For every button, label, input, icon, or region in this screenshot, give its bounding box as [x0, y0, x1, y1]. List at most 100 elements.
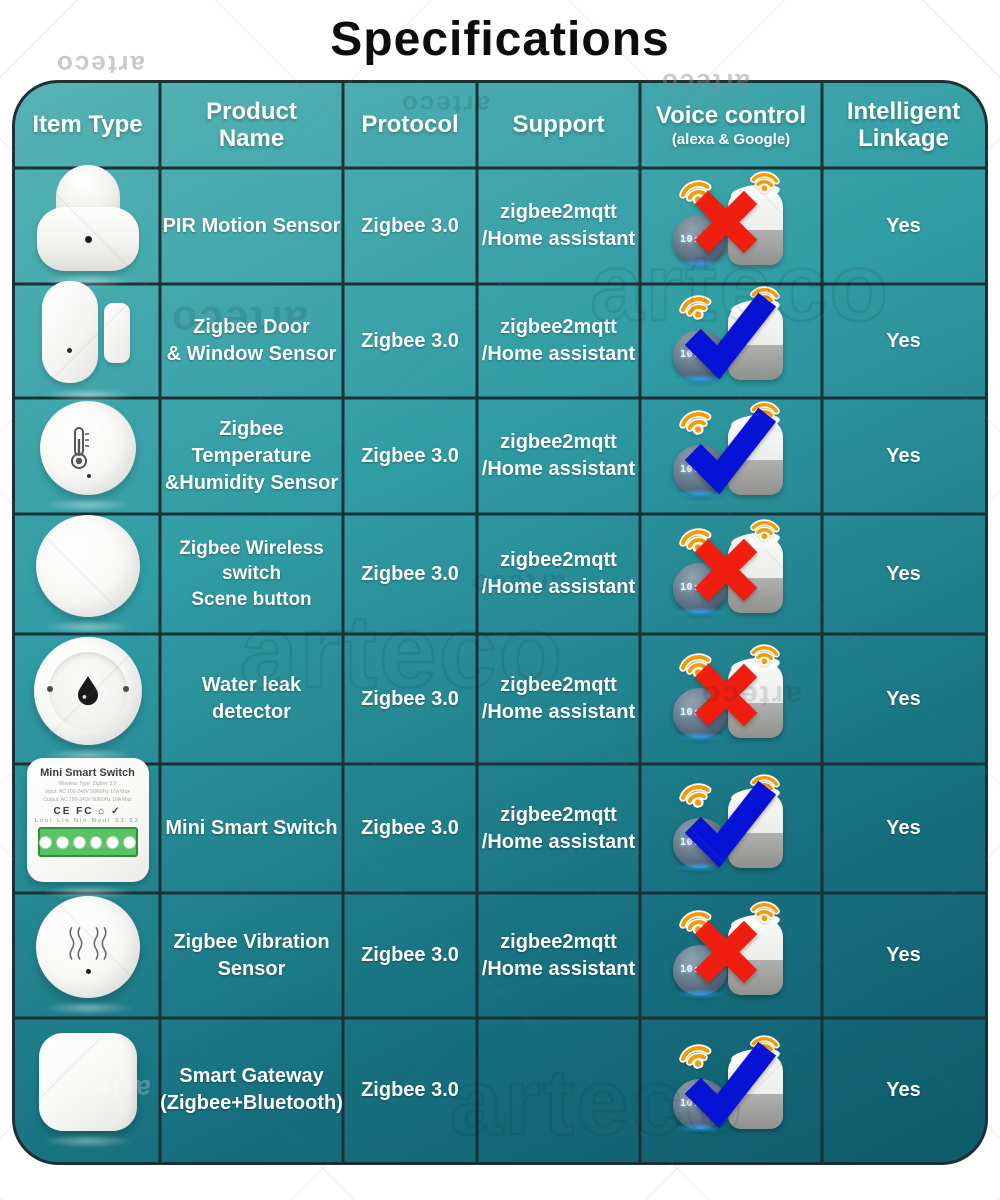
- product-name-line2: Scene button: [191, 588, 312, 610]
- support-line2: /Home assistant: [481, 228, 636, 250]
- water-drop-icon: [76, 675, 100, 706]
- vibration-waves-icon: [59, 922, 117, 972]
- voice-assistants-image: 10:35: [671, 409, 791, 503]
- support-line1: zigbee2mqtt: [500, 674, 617, 696]
- wireless-switch-image: [35, 514, 140, 634]
- protocol-value: Zigbee 3.0: [361, 329, 459, 352]
- column-header-product-name: Product Name: [206, 97, 297, 152]
- support-line1: zigbee2mqtt: [500, 803, 617, 826]
- protocol-value: Zigbee 3.0: [361, 1078, 459, 1101]
- cross-icon: [685, 181, 767, 263]
- voice-assistants-image: 10:35: [671, 179, 791, 273]
- temperature-humidity-sensor-image: [39, 400, 136, 512]
- product-name: Zigbee Vibration Sensor: [173, 929, 329, 983]
- support-line1: zigbee2mqtt: [500, 316, 617, 338]
- support-line2: /Home assistant: [481, 701, 636, 723]
- probe-dot: [46, 686, 53, 693]
- voice-assistants-image: 10:35: [671, 909, 791, 1003]
- support-line2: /Home assistant: [481, 957, 636, 980]
- linkage-value: Yes: [886, 687, 921, 710]
- mini-switch-spec-line: Wireless Type: Zigbee 3.0: [58, 781, 117, 787]
- voice-assistants-image: 10:35: [671, 527, 791, 621]
- pir-body: [36, 206, 139, 271]
- linkage-value: Yes: [886, 214, 921, 237]
- column-header-item-type: Item Type: [32, 111, 143, 139]
- voice-assistants-image: 10:35: [671, 782, 791, 876]
- linkage-value: Yes: [886, 817, 921, 839]
- check-icon: [681, 397, 779, 495]
- reflection: [41, 1001, 134, 1015]
- product-name-line2: & Window Sensor: [166, 343, 337, 365]
- column-header-voice-control-sub: (alexa & Google): [671, 130, 791, 148]
- cross-icon: [685, 654, 767, 736]
- protocol-value: Zigbee 3.0: [361, 817, 459, 839]
- support-value: zigbee2mqtt/Home assistant: [482, 199, 635, 253]
- leak-detector-center: [48, 651, 127, 730]
- sensor-puck: [39, 400, 136, 495]
- switch-button: [35, 514, 140, 617]
- support-line1: zigbee2mqtt: [500, 201, 617, 223]
- reflection: [41, 1133, 134, 1148]
- product-name: Zigbee Door & Window Sensor: [167, 314, 337, 368]
- product-name-line1: Mini Smart Switch: [165, 817, 338, 839]
- linkage-value: Yes: [886, 562, 921, 585]
- vibration-sensor-image: [35, 896, 140, 1015]
- cross-icon: [685, 911, 767, 993]
- linkage-value: Yes: [886, 329, 921, 352]
- support-value: zigbee2mqtt/Home assistant: [482, 429, 635, 483]
- column-header-voice-control: Voice control: [655, 101, 807, 129]
- protocol-value: Zigbee 3.0: [361, 687, 459, 710]
- support-value: zigbee2mqtt/Home assistant: [482, 314, 635, 368]
- mini-smart-switch-image: Mini Smart Switch Wireless Type: Zigbee …: [26, 758, 149, 899]
- product-name-line1: Zigbee Wireless switch: [179, 537, 324, 585]
- linkage-value: Yes: [886, 1078, 921, 1101]
- product-name-line1: Smart Gateway: [179, 1065, 324, 1087]
- reflection: [41, 497, 134, 512]
- product-name-line2: &Humidity Sensor: [164, 471, 339, 494]
- protocol-value: Zigbee 3.0: [361, 214, 459, 237]
- support-line1: zigbee2mqtt: [500, 549, 617, 571]
- door-window-sensor-image: [41, 280, 134, 402]
- mini-switch-cert-marks: CE FC ⌂ ✓: [53, 806, 122, 817]
- reflection: [41, 619, 134, 634]
- thermometer-icon: [64, 425, 94, 471]
- product-name: Smart Gateway (Zigbee+Bluetooth): [160, 1063, 343, 1117]
- specifications-table: Item Type Product Name Protocol Support …: [12, 80, 988, 1165]
- product-name-line2: Sensor: [217, 957, 286, 980]
- mini-switch-body: Mini Smart Switch Wireless Type: Zigbee …: [26, 758, 149, 882]
- protocol-value: Zigbee 3.0: [361, 944, 459, 966]
- product-name-line1: Water leak detector: [201, 674, 302, 723]
- product-name-line1: Zigbee Door: [193, 316, 310, 338]
- support-line1: zigbee2mqtt: [500, 930, 617, 953]
- door-sensor-main: [41, 280, 98, 383]
- support-value: zigbee2mqtt/Home assistant: [482, 802, 635, 856]
- cross-icon: [685, 529, 767, 611]
- support-line2: /Home assistant: [481, 576, 636, 598]
- mini-switch-terminal-labels: Lout Lin Nin Nout S1 S2: [34, 818, 140, 824]
- column-header-protocol: Protocol: [361, 111, 459, 139]
- support-value: zigbee2mqtt/Home assistant: [482, 929, 635, 983]
- check-icon: [681, 282, 779, 380]
- door-sensor-magnet: [103, 302, 130, 363]
- support-value: zigbee2mqtt/Home assistant: [482, 672, 635, 726]
- support-line2: /Home assistant: [481, 343, 636, 365]
- product-name-line2: (Zigbee+Bluetooth): [160, 1092, 343, 1114]
- water-leak-detector-image: [33, 636, 142, 762]
- voice-assistants-image: 10:35: [671, 1043, 791, 1137]
- support-line2: /Home assistant: [481, 830, 636, 853]
- protocol-value: Zigbee 3.0: [361, 562, 459, 585]
- product-name: Zigbee Temperature &Humidity Sensor: [160, 416, 343, 497]
- product-name-line1: Zigbee Vibration: [173, 930, 330, 953]
- support-value: zigbee2mqtt/Home assistant: [482, 547, 635, 601]
- mini-switch-label: Mini Smart Switch: [40, 767, 135, 779]
- gateway-body: [38, 1032, 137, 1131]
- product-name: Mini Smart Switch: [165, 815, 337, 842]
- page-title: Specifications: [330, 13, 670, 66]
- voice-assistants-image: 10:35: [671, 294, 791, 388]
- smart-gateway-image: [38, 1032, 137, 1148]
- mini-switch-spec-line: Output: AC 100-240V 50/60Hz 16A Max: [43, 797, 132, 803]
- voice-assistants-image: 10:35: [671, 652, 791, 746]
- column-header-support: Support: [512, 111, 605, 139]
- check-icon: [681, 1031, 779, 1129]
- product-name: Zigbee Wireless switch Scene button: [160, 536, 343, 613]
